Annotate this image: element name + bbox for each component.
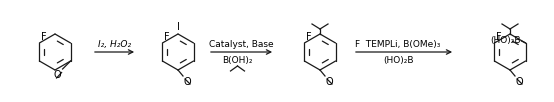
Text: I₂, H₂O₂: I₂, H₂O₂: [98, 40, 131, 49]
Text: O: O: [326, 77, 333, 87]
Text: I: I: [177, 22, 179, 32]
Text: (HO)₂B: (HO)₂B: [490, 36, 521, 45]
Text: F: F: [164, 32, 170, 42]
Text: F: F: [41, 32, 47, 42]
Text: Catalyst, Base: Catalyst, Base: [209, 40, 274, 49]
Text: O: O: [183, 77, 191, 87]
Text: F  TEMPLi, B(OMe)₃: F TEMPLi, B(OMe)₃: [355, 40, 440, 49]
Text: O: O: [54, 69, 61, 79]
Text: (HO)₂B: (HO)₂B: [383, 56, 413, 65]
Text: F: F: [306, 32, 311, 42]
Text: B(OH)₂: B(OH)₂: [222, 56, 253, 65]
Text: F: F: [496, 32, 501, 42]
Text: O: O: [516, 77, 523, 87]
